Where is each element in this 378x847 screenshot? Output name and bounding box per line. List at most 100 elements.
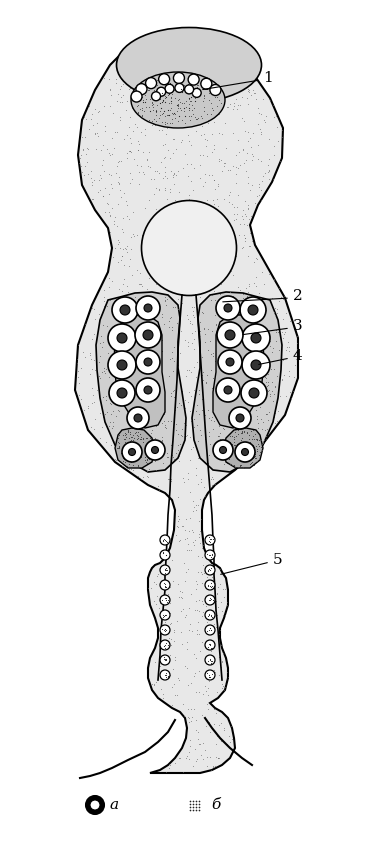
Point	[206, 670, 212, 684]
Point	[210, 472, 216, 485]
Point	[256, 314, 262, 328]
Point	[121, 384, 127, 397]
Point	[227, 457, 233, 471]
Point	[233, 160, 239, 174]
Point	[169, 346, 175, 360]
Point	[260, 92, 266, 106]
Point	[167, 413, 174, 427]
Point	[258, 372, 264, 385]
Point	[221, 356, 227, 369]
Circle shape	[122, 442, 142, 462]
Point	[234, 444, 240, 457]
Point	[113, 335, 119, 349]
Point	[80, 143, 86, 157]
Point	[138, 443, 144, 457]
Circle shape	[152, 91, 161, 101]
Point	[190, 803, 196, 817]
Point	[156, 123, 162, 136]
Point	[112, 365, 118, 379]
Point	[118, 450, 124, 463]
Point	[208, 363, 214, 376]
Point	[139, 320, 145, 334]
Circle shape	[134, 414, 142, 422]
Point	[172, 281, 178, 295]
Point	[208, 347, 214, 361]
Point	[252, 445, 258, 458]
Point	[258, 127, 264, 141]
Point	[159, 296, 165, 310]
Point	[153, 108, 159, 122]
Point	[159, 75, 165, 89]
Point	[160, 107, 166, 120]
Point	[91, 327, 97, 340]
Point	[174, 352, 180, 366]
Point	[186, 103, 192, 117]
Point	[136, 303, 142, 317]
Circle shape	[216, 296, 240, 320]
Point	[255, 152, 261, 166]
Point	[135, 451, 141, 464]
Point	[127, 424, 133, 438]
Point	[239, 318, 245, 332]
Point	[170, 300, 176, 313]
Point	[202, 224, 208, 237]
Point	[127, 410, 133, 424]
Point	[168, 639, 174, 652]
Point	[187, 117, 194, 130]
Point	[244, 426, 250, 440]
Point	[119, 459, 125, 473]
Point	[244, 388, 250, 401]
Point	[214, 38, 220, 52]
Point	[255, 424, 261, 437]
Point	[96, 369, 102, 383]
Point	[189, 98, 195, 112]
Point	[130, 71, 136, 85]
Point	[229, 455, 235, 468]
Point	[128, 407, 134, 421]
Point	[134, 370, 140, 384]
Point	[141, 256, 147, 269]
Text: 2: 2	[293, 289, 303, 303]
Point	[164, 669, 170, 683]
Point	[170, 43, 177, 57]
Point	[149, 410, 155, 424]
Circle shape	[205, 550, 215, 560]
Point	[114, 359, 120, 373]
Point	[205, 417, 211, 430]
Point	[149, 95, 155, 108]
Point	[128, 361, 134, 374]
Point	[198, 474, 204, 488]
Point	[147, 113, 153, 127]
Point	[97, 347, 103, 361]
Point	[196, 515, 202, 529]
Point	[254, 412, 260, 426]
Point	[258, 184, 264, 197]
Point	[255, 437, 261, 451]
Point	[222, 156, 228, 169]
Point	[250, 363, 256, 376]
Point	[262, 370, 268, 384]
Point	[193, 241, 199, 254]
Point	[134, 158, 140, 172]
Point	[211, 142, 217, 156]
Point	[270, 98, 276, 112]
Point	[256, 385, 262, 398]
Point	[142, 70, 148, 84]
Point	[256, 357, 262, 371]
Point	[167, 580, 173, 594]
Point	[263, 351, 269, 364]
Point	[230, 456, 236, 469]
Point	[109, 131, 115, 145]
Point	[88, 171, 94, 185]
Point	[175, 71, 181, 85]
Point	[114, 319, 120, 333]
Point	[157, 108, 163, 121]
Point	[161, 623, 167, 637]
Point	[162, 418, 168, 432]
Circle shape	[184, 85, 194, 94]
Point	[248, 381, 254, 395]
Point	[229, 443, 235, 457]
Point	[165, 670, 171, 684]
Point	[115, 219, 121, 233]
Point	[260, 435, 266, 449]
